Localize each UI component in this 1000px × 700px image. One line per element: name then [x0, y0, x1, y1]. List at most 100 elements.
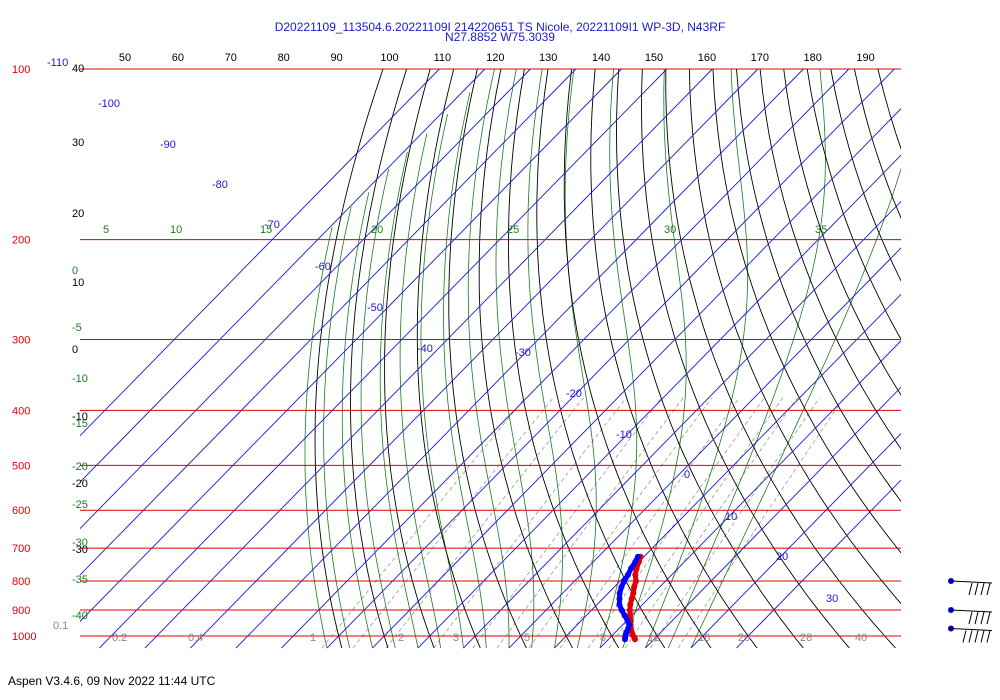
top-axis-tick-label: 140: [592, 52, 610, 64]
moist-adiabat-left-label: -40: [72, 610, 88, 622]
mixing-ratio-label: 5: [524, 632, 530, 644]
moist-adiabat-lines: [304, 68, 901, 649]
top-axis-tick-label: 180: [804, 52, 822, 64]
isotherm-line: [80, 68, 440, 437]
dewpoint-point: [618, 607, 625, 614]
moist-adiabat-line: [564, 68, 597, 649]
isotherm-label: -60: [315, 261, 331, 273]
mixing-ratio-line: [650, 397, 820, 649]
moist-adiabat-left-label: -15: [72, 418, 88, 430]
wind-barb-flag: [974, 582, 979, 596]
top-axis-tick-label: 150: [645, 52, 663, 64]
wind-barb-flag: [974, 611, 979, 625]
wind-barb-flag: [968, 630, 973, 643]
isotherm-line: [554, 293, 901, 649]
mixing-ratio-line: [528, 397, 713, 649]
moist-adiabat-top-label: 20: [371, 224, 383, 236]
moist-adiabat-left-label: -5: [72, 322, 82, 334]
dry-adiabat-lines: [314, 68, 1000, 649]
isotherm-line: [80, 68, 486, 483]
wind-barb-flag: [980, 611, 985, 625]
dry-adiabat-line: [590, 68, 758, 649]
temperature-point: [632, 571, 639, 578]
wind-barb-shaft: [950, 609, 993, 613]
dry-adiabat-line: [665, 69, 896, 649]
top-axis-tick-label: 160: [698, 52, 716, 64]
dewpoint-point: [616, 601, 623, 608]
dry-adiabat-line: [736, 68, 901, 503]
pressure-label: 700: [12, 543, 30, 555]
dewpoint-point: [616, 590, 623, 597]
dry-adiabat-line: [384, 68, 435, 649]
dewpoint-point: [628, 565, 635, 572]
isotherm-lines: [80, 68, 901, 649]
pressure-label: 600: [12, 505, 30, 517]
wind-barb-flag: [962, 630, 967, 643]
wind-barb-shaft: [950, 580, 993, 584]
mixing-ratio-label: 1: [310, 632, 316, 644]
top-axis-tick-label: 80: [278, 52, 290, 64]
top-axis-tick-label: 130: [539, 52, 557, 64]
mixing-ratio-label: 28: [800, 632, 812, 644]
pressure-label: 200: [12, 235, 30, 247]
isobar-lines: [80, 68, 901, 637]
isotherm-line: [417, 154, 901, 649]
moist-adiabat-line: [323, 206, 352, 649]
mixing-ratio-line: [559, 397, 740, 649]
wind-barb: [948, 607, 993, 625]
isotherm-line: [80, 68, 577, 576]
dry-adiabat-line: [416, 68, 481, 649]
moist-adiabat-line: [690, 167, 901, 649]
left-dry-adiabat-label: -30: [72, 544, 88, 556]
dry-adiabat-line: [350, 68, 408, 649]
top-axis-tick-label: 170: [751, 52, 769, 64]
mixing-ratio-line: [385, 397, 584, 649]
left-dry-adiabat-label: 10: [72, 277, 84, 289]
chart-title: D20221109_113504.6.20221109I 214220651 T…: [274, 20, 726, 34]
top-axis-tick-label: 70: [225, 52, 237, 64]
wind-barb-flag: [980, 582, 985, 596]
temperature-point: [627, 612, 633, 619]
mixing-ratio-label: 20: [738, 632, 750, 644]
isotherm-label: -80: [212, 179, 228, 191]
mixing-ratio-label: 0.4: [188, 632, 203, 644]
mixing-ratio-line: [352, 397, 554, 649]
moist-adiabat-line: [495, 68, 535, 649]
temperature-point: [627, 601, 634, 608]
dewpoint-point: [616, 595, 623, 602]
isotherm-line: [80, 68, 622, 623]
left-dry-adiabat-label: 30: [72, 137, 84, 149]
temperature-point: [631, 584, 638, 591]
mixing-ratio-label: 16: [698, 632, 710, 644]
moist-adiabat-left-label: -30: [72, 537, 88, 549]
wind-barb: [948, 625, 993, 643]
temperature-point: [628, 595, 635, 602]
dewpoint-point: [625, 571, 631, 578]
pressure-label: 500: [12, 460, 30, 472]
temperature-point: [633, 578, 639, 585]
mixing-ratio-label: 40: [855, 632, 867, 644]
pressure-label: 800: [12, 576, 30, 588]
dewpoint-point: [634, 553, 641, 560]
temperature-point: [626, 607, 633, 614]
wind-barb-shaft: [950, 628, 993, 631]
mixing-ratio-line: [496, 397, 684, 649]
left-dry-adiabat-label: -10: [72, 411, 88, 423]
top-axis-tick-label: 50: [119, 52, 131, 64]
moist-adiabat-top-label: 25: [507, 224, 519, 236]
moist-adiabat-top-label: 5: [103, 224, 109, 236]
mixing-ratio-line: [677, 397, 845, 649]
dewpoint-point: [621, 578, 628, 585]
wind-barb-flag: [986, 582, 991, 596]
mixing-ratio-label: 0.1: [53, 620, 68, 632]
pressure-label: 100: [12, 64, 30, 76]
dry-adiabat-line: [925, 69, 1000, 648]
isotherm-line: [372, 108, 901, 649]
dry-adiabat-line: [783, 68, 901, 396]
left-dry-adiabat-label: -20: [72, 478, 88, 490]
isotherm-line: [508, 247, 901, 649]
wind-barb-flag: [968, 611, 973, 625]
mixing-ratio-label: 3: [453, 632, 459, 644]
